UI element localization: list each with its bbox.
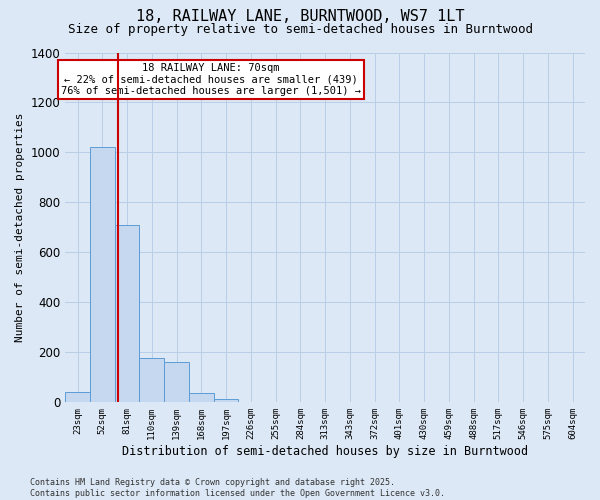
- Text: Contains HM Land Registry data © Crown copyright and database right 2025.
Contai: Contains HM Land Registry data © Crown c…: [30, 478, 445, 498]
- Text: 18, RAILWAY LANE, BURNTWOOD, WS7 1LT: 18, RAILWAY LANE, BURNTWOOD, WS7 1LT: [136, 9, 464, 24]
- X-axis label: Distribution of semi-detached houses by size in Burntwood: Distribution of semi-detached houses by …: [122, 444, 528, 458]
- Bar: [115, 224, 139, 402]
- Bar: [164, 362, 189, 402]
- Y-axis label: Number of semi-detached properties: Number of semi-detached properties: [15, 112, 25, 342]
- Bar: [139, 358, 164, 402]
- Text: 18 RAILWAY LANE: 70sqm
← 22% of semi-detached houses are smaller (439)
76% of se: 18 RAILWAY LANE: 70sqm ← 22% of semi-det…: [61, 63, 361, 96]
- Bar: [65, 392, 90, 402]
- Bar: [90, 148, 115, 402]
- Bar: [189, 393, 214, 402]
- Bar: [214, 400, 238, 402]
- Text: Size of property relative to semi-detached houses in Burntwood: Size of property relative to semi-detach…: [67, 22, 533, 36]
